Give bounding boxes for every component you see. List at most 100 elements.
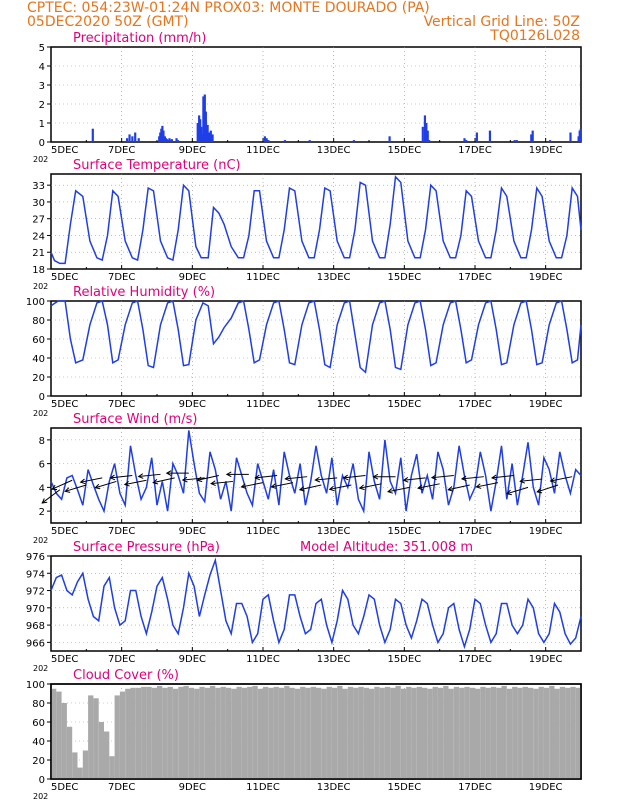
cloud-cover-bar	[162, 687, 168, 779]
y-tick-label: 972	[26, 587, 45, 598]
y-tick-label: 40	[32, 737, 45, 748]
wind-arrow-shaft	[506, 486, 529, 495]
wind-arrow	[536, 484, 559, 494]
x-tick-label: 7DEC	[108, 782, 135, 793]
x-tick-label: 7DEC	[108, 399, 135, 410]
wind-arrow-head	[165, 470, 172, 476]
cloud-cover-bar	[485, 687, 491, 779]
wind-arrow-head	[284, 475, 291, 482]
panel-wind: 5DEC 7DEC 9DEC 11DEC 13DEC 15DEC 17DEC 19DEC 202…	[33, 412, 582, 545]
humidity-line	[50, 299, 582, 374]
x-tick-label: 5DEC	[51, 145, 78, 156]
wind-arrow-shaft	[80, 477, 103, 483]
x-tick-label: 9DEC	[179, 272, 206, 283]
cloud-cover-bar	[337, 685, 343, 779]
wind-arrow	[505, 486, 529, 496]
wind-arrow-shaft	[124, 479, 147, 486]
panel-frame	[50, 555, 582, 652]
cloud-cover-bar	[559, 686, 566, 779]
wind-arrow-head	[254, 474, 261, 481]
cloud-cover-bar	[453, 686, 460, 779]
y-tick-label: 1	[39, 119, 45, 130]
precip-bar	[137, 138, 140, 142]
precip-bar	[425, 123, 428, 142]
panel-frame	[50, 173, 582, 270]
precip-bar	[134, 132, 137, 142]
x-tick-label: 13DEC	[317, 145, 351, 156]
precip-bar	[128, 134, 131, 142]
panel-title: Precipitation (mm/h)	[73, 31, 206, 46]
wind-arrow-head	[109, 474, 116, 481]
x-tick-label: 13DEC	[317, 782, 351, 793]
y-tick-label: 976	[26, 552, 45, 563]
x-tick-label: 5DEC	[51, 526, 78, 537]
wind-arrow	[240, 482, 264, 489]
x-tick-label: 7DEC	[108, 526, 135, 537]
precip-bar	[475, 132, 478, 142]
wind-arrow-head	[342, 474, 349, 481]
precip-bar	[465, 140, 468, 142]
wind-arrow-head	[181, 476, 188, 483]
precip-bar	[548, 140, 552, 142]
wind-arrow-shaft	[241, 482, 264, 488]
wind-arrow-shaft	[285, 476, 308, 480]
wind-arrow	[152, 477, 175, 485]
x-start-extra-label: 202	[33, 155, 48, 164]
y-tick-label: 18	[32, 265, 45, 276]
wind-arrow-shaft	[153, 477, 175, 484]
cloud-cover-bar	[501, 685, 507, 779]
cloud-cover-bar	[188, 687, 195, 779]
wind-arrow-head	[358, 484, 365, 491]
x-tick-label: 5DEC	[51, 654, 78, 665]
precip-bar	[170, 139, 174, 142]
precip-bar	[131, 136, 134, 142]
x-tick-label: 19DEC	[529, 145, 563, 156]
cloud-cover-bar	[231, 688, 237, 779]
precip-bar	[169, 140, 172, 142]
wind-arrow	[342, 474, 366, 481]
wind-arrow-head	[123, 480, 130, 487]
wind-arrow	[196, 475, 219, 483]
wind-arrow	[430, 474, 454, 481]
precip-bar	[423, 115, 427, 142]
model-altitude-label: Model Altitude: 351.008 m	[300, 540, 473, 555]
wind-arrow	[123, 479, 147, 487]
wind-arrow-shaft	[271, 482, 294, 488]
x-tick-label: 13DEC	[317, 654, 351, 665]
x-tick-label: 11DEC	[246, 272, 280, 283]
wind-arrow	[64, 484, 87, 493]
cloud-cover-bar	[215, 687, 221, 779]
wind-arrow	[417, 483, 440, 491]
wind-arrow-head	[298, 486, 305, 492]
wind-arrow-head	[51, 484, 58, 491]
wind-arrow-shaft	[550, 476, 573, 482]
wind-arrow	[298, 484, 322, 492]
cloud-cover-bar	[98, 722, 104, 779]
x-tick-label: 5DEC	[51, 782, 78, 793]
cloud-cover-bar	[263, 686, 269, 779]
cloud-cover-bar	[119, 691, 126, 779]
x-tick-label: 15DEC	[387, 272, 421, 283]
x-tick-label: 9DEC	[179, 399, 206, 410]
x-tick-label: 9DEC	[179, 782, 206, 793]
precip-bar	[488, 130, 492, 142]
cloud-cover-bar	[268, 687, 274, 779]
precip-bar	[202, 96, 205, 142]
x-tick-label: 19DEC	[529, 526, 563, 537]
wind-arrow	[475, 482, 499, 489]
wind-arrow-shaft	[95, 480, 117, 489]
cloud-cover-bar	[146, 686, 152, 779]
wind-arrow-shaft	[461, 476, 484, 480]
cloud-cover-bar	[427, 688, 433, 779]
wind-arrow	[490, 474, 514, 481]
wind-arrow-head	[475, 483, 482, 489]
precip-bar	[209, 130, 212, 142]
wind-arrow-head	[210, 480, 216, 487]
wind-arrow	[358, 483, 382, 491]
wind-arrow	[79, 477, 103, 485]
cloud-cover-bar	[411, 687, 417, 779]
wind-arrow	[254, 474, 278, 481]
wind-arrow	[51, 479, 73, 491]
cloud-cover-bar	[549, 685, 555, 779]
